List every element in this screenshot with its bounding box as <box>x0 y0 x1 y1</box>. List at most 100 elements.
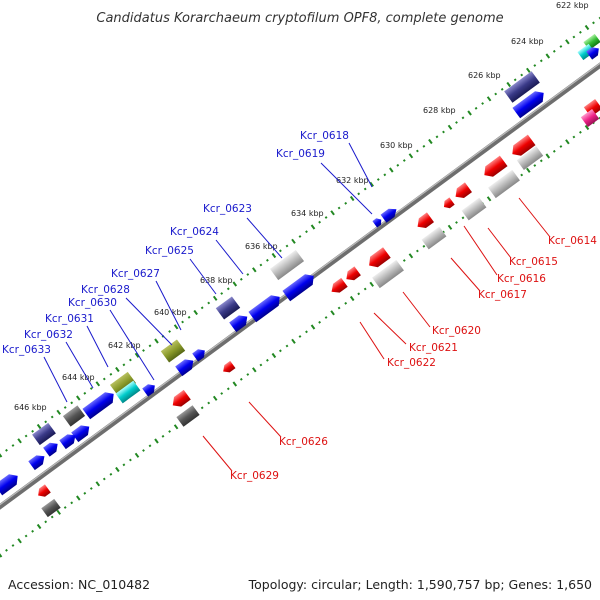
strand-dot <box>76 495 81 501</box>
scale-dot <box>383 173 387 177</box>
strand-dot <box>148 444 152 448</box>
reverse-gene-shape[interactable] <box>176 405 200 427</box>
reverse-gene-shape[interactable] <box>35 484 51 499</box>
scale-dot <box>0 452 3 458</box>
forward-gene-shape[interactable] <box>372 216 383 228</box>
forward-gene-shape[interactable] <box>215 296 241 320</box>
reverse-gene-label[interactable]: Kcr_0629 <box>230 470 279 482</box>
reverse-gene-shape[interactable] <box>441 197 455 210</box>
forward-gene-label[interactable]: Kcr_0628 <box>81 284 130 296</box>
forward-gene-label[interactable]: Kcr_0631 <box>45 313 94 325</box>
forward-gene-shape-shape <box>504 71 540 103</box>
reverse-gene-label[interactable]: Kcr_0622 <box>387 357 436 369</box>
strand-dot <box>63 506 67 509</box>
forward-gene-shape-shape <box>59 434 76 450</box>
reverse-gene-label[interactable]: Kcr_0621 <box>409 342 458 354</box>
scale-dot <box>447 124 453 130</box>
forward-gene-label[interactable]: Kcr_0625 <box>145 245 194 257</box>
forward-gene-shape-shape <box>586 47 599 60</box>
forward-gene-shape[interactable] <box>248 292 283 323</box>
forward-gene-shape[interactable] <box>0 471 22 496</box>
forward-gene-shape[interactable] <box>43 439 61 457</box>
scale-dot <box>369 181 374 187</box>
scale-dot <box>31 429 34 433</box>
reverse-gene-shape[interactable] <box>372 259 404 289</box>
forward-gene-label[interactable]: Kcr_0630 <box>68 297 117 309</box>
reverse-gene-shape[interactable] <box>365 247 391 271</box>
reverse-gene-label[interactable]: Kcr_0620 <box>432 325 481 337</box>
forward-gene-shape[interactable] <box>32 422 56 446</box>
forward-gene-shape[interactable] <box>229 312 251 333</box>
forward-gene-shape-shape <box>71 425 90 443</box>
forward-gene-shape[interactable] <box>269 249 305 281</box>
scale-dot <box>50 415 54 419</box>
reverse-gene-shape[interactable] <box>580 109 600 127</box>
reverse-gene-shape[interactable] <box>508 134 536 160</box>
reverse-gene-shape[interactable] <box>421 226 447 250</box>
forward-label-leader <box>246 217 283 259</box>
forward-gene-label[interactable]: Kcr_0619 <box>276 148 325 160</box>
scale-dot <box>520 73 524 77</box>
forward-gene-shape[interactable] <box>62 405 86 427</box>
strand-dot <box>349 295 355 302</box>
forward-gene-shape[interactable] <box>28 452 47 471</box>
forward-gene-label[interactable]: Kcr_0633 <box>2 344 51 356</box>
reverse-gene-shape[interactable] <box>169 389 191 410</box>
scale-dot <box>298 235 302 238</box>
forward-gene-shape-shape <box>372 218 382 228</box>
forward-gene-shape[interactable] <box>175 356 197 377</box>
strand-dot <box>129 458 132 462</box>
reverse-gene-shape-shape <box>369 247 391 268</box>
forward-gene-shape[interactable] <box>586 44 600 60</box>
reverse-gene-shape[interactable] <box>488 169 520 199</box>
reverse-gene-shape-shape <box>512 134 536 156</box>
strand-dot <box>318 320 321 324</box>
forward-gene-shape[interactable] <box>71 422 93 443</box>
forward-gene-shape[interactable] <box>577 43 595 61</box>
strand-dot <box>50 515 54 519</box>
reverse-gene-label[interactable]: Kcr_0616 <box>497 273 546 285</box>
strand-dot <box>115 466 120 473</box>
forward-gene-label[interactable]: Kcr_0632 <box>24 329 73 341</box>
forward-gene-shape-shape <box>512 91 544 119</box>
forward-gene-label[interactable]: Kcr_0627 <box>111 268 160 280</box>
scale-dot <box>271 252 277 259</box>
reverse-gene-shape[interactable] <box>516 146 544 170</box>
reverse-gene-shape[interactable] <box>41 498 61 518</box>
reverse-gene-shape[interactable] <box>343 266 361 283</box>
strand-dot <box>291 338 296 344</box>
forward-gene-label[interactable]: Kcr_0624 <box>170 226 219 238</box>
reverse-gene-label[interactable]: Kcr_0614 <box>548 235 597 247</box>
forward-gene-shape[interactable] <box>380 205 400 223</box>
strand-dot <box>533 164 537 167</box>
reverse-gene-shape[interactable] <box>480 155 508 181</box>
forward-gene-label[interactable]: Kcr_0618 <box>300 130 349 142</box>
forward-gene-shape[interactable] <box>115 380 141 404</box>
forward-gene-shape[interactable] <box>142 381 158 397</box>
forward-gene-shape[interactable] <box>192 346 208 362</box>
forward-gene-shape[interactable] <box>59 431 78 450</box>
scale-dot <box>324 216 328 219</box>
reverse-gene-shape[interactable] <box>414 212 434 231</box>
reverse-gene-shape[interactable] <box>328 277 348 296</box>
reverse-gene-shape[interactable] <box>461 197 487 221</box>
scale-dot <box>252 267 257 273</box>
scale-dot <box>212 295 218 301</box>
reverse-gene-shape[interactable] <box>221 360 236 375</box>
reverse-gene-label[interactable]: Kcr_0617 <box>478 289 527 301</box>
reverse-gene-label[interactable]: Kcr_0626 <box>279 436 328 448</box>
scale-dot <box>318 220 321 224</box>
scale-dot <box>134 352 140 358</box>
forward-gene-shape[interactable] <box>160 339 186 363</box>
reverse-gene-shape[interactable] <box>452 182 472 201</box>
reverse-gene-label[interactable]: Kcr_0615 <box>509 256 558 268</box>
forward-gene-shape[interactable] <box>512 88 547 119</box>
scale-dot <box>389 167 394 173</box>
forward-gene-shape[interactable] <box>109 371 137 397</box>
forward-gene-label[interactable]: Kcr_0623 <box>203 203 252 215</box>
forward-gene-shape[interactable] <box>504 71 540 103</box>
forward-gene-shape[interactable] <box>82 389 117 420</box>
forward-gene-shape[interactable] <box>282 271 317 302</box>
scale-dot <box>142 349 145 352</box>
